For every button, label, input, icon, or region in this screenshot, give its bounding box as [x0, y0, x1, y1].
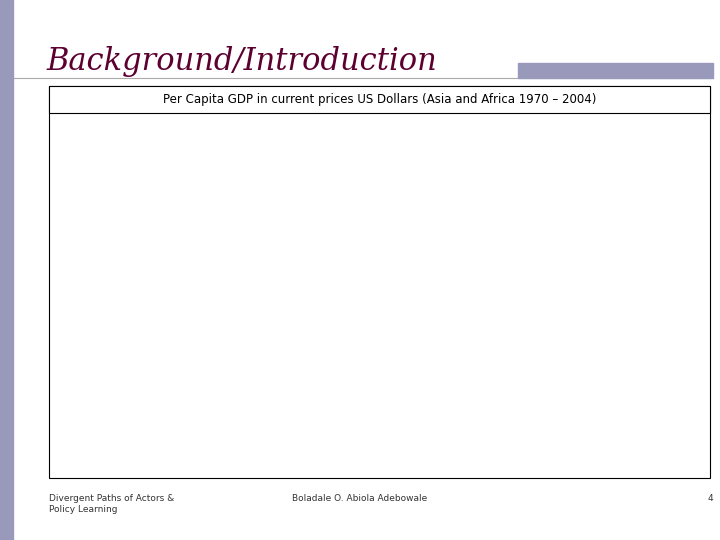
- Bar: [449, 364, 463, 429]
- Bar: [318, 412, 333, 429]
- Bar: [304, 305, 318, 429]
- Bar: [117, 410, 132, 429]
- Text: 4: 4: [707, 494, 713, 503]
- Bar: [350, 208, 364, 429]
- Bar: [272, 415, 286, 429]
- Text: Background/Introduction: Background/Introduction: [47, 46, 438, 77]
- Bar: [210, 340, 225, 429]
- Text: Divergent Paths of Actors &
Policy Learning: Divergent Paths of Actors & Policy Learn…: [49, 494, 174, 514]
- Bar: [434, 190, 448, 429]
- Bar: [132, 424, 146, 429]
- Bar: [225, 415, 240, 429]
- Text: Per Capita GDP in current prices US Dollars (Asia and Africa 1970 – 2004): Per Capita GDP in current prices US Doll…: [163, 93, 596, 106]
- Legend: China, Malaysia, Ghana, South Africa, Nigeria: China, Malaysia, Ghana, South Africa, Ni…: [502, 130, 618, 260]
- Text: Boladale O. Abiola Adebowale: Boladale O. Abiola Adebowale: [292, 494, 428, 503]
- Bar: [179, 421, 193, 429]
- Bar: [397, 232, 410, 429]
- Bar: [257, 327, 271, 429]
- Bar: [365, 399, 379, 429]
- Bar: [164, 390, 178, 429]
- Bar: [412, 387, 426, 429]
